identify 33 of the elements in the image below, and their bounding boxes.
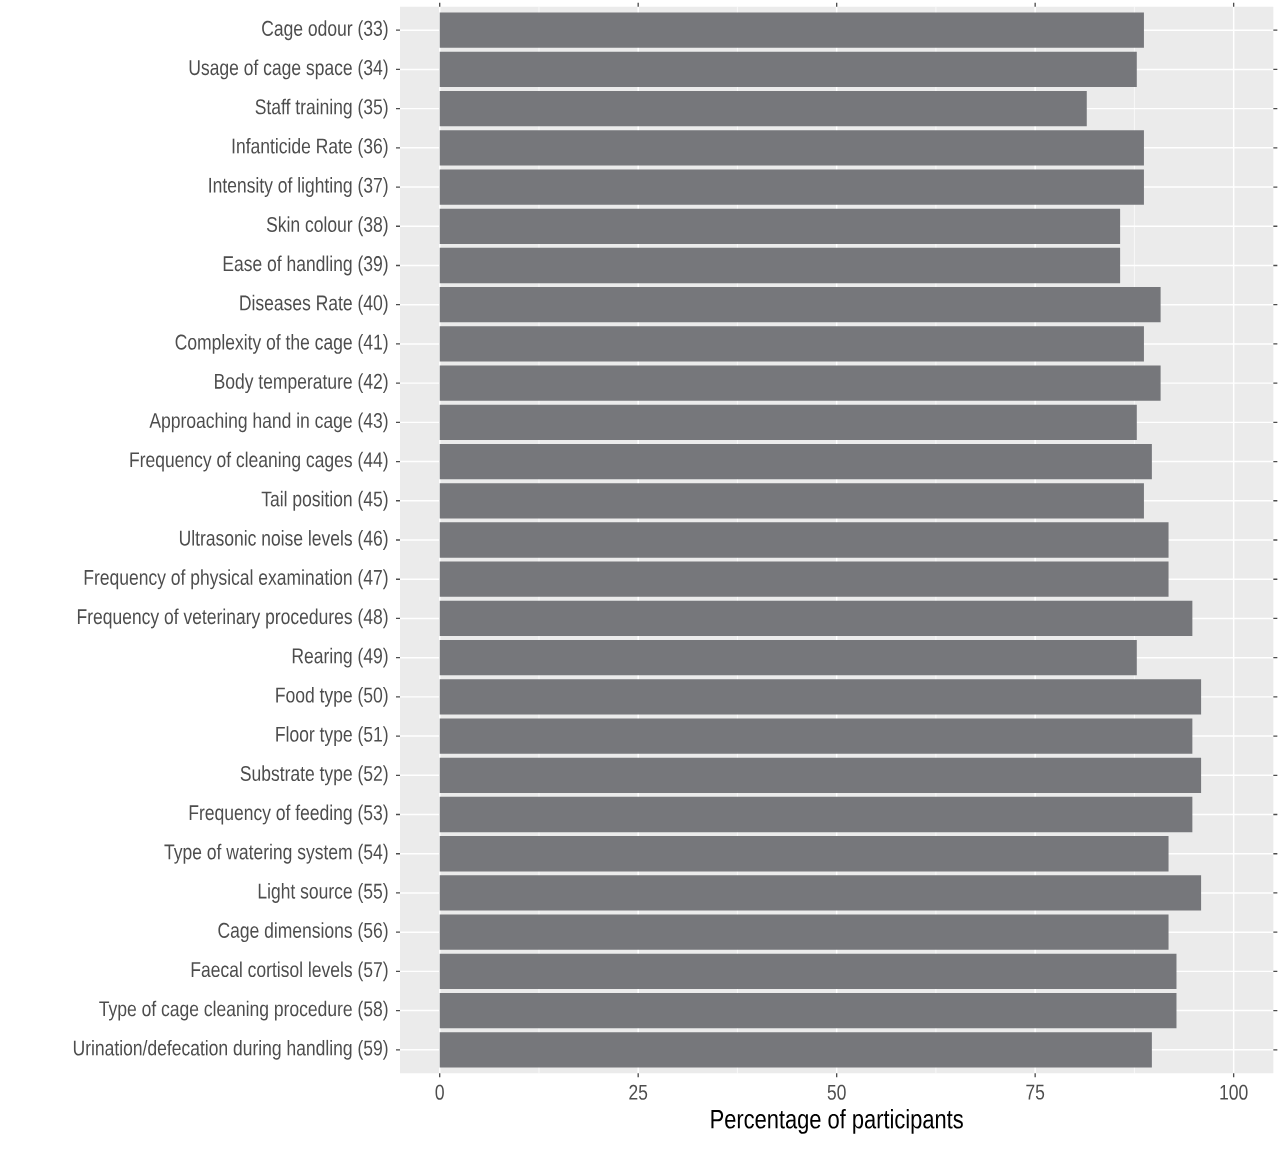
y-tick-label: Ultrasonic noise levels (46) bbox=[179, 530, 388, 550]
x-tick-label: 100 bbox=[1220, 1084, 1248, 1100]
y-tick-label: Frequency of physical examination (47) bbox=[84, 569, 388, 590]
y-tick-label: Frequency of feeding (53) bbox=[189, 804, 388, 825]
x-tick-label: 25 bbox=[629, 1084, 648, 1100]
y-tick-label: Substrate type (52) bbox=[240, 765, 388, 786]
y-tick-label: Intensity of lighting (37) bbox=[209, 177, 388, 198]
y-tick-label: Complexity of the cage (41) bbox=[175, 333, 388, 354]
y-tick-label: Type of cage cleaning procedure (58) bbox=[99, 1000, 388, 1021]
x-tick-label: 0 bbox=[435, 1084, 444, 1100]
y-tick-label: Floor type (51) bbox=[276, 726, 388, 747]
y-tick-label: Staff training (35) bbox=[255, 98, 388, 119]
y-tick-label: Light source (55) bbox=[258, 883, 388, 903]
y-tick-label: Food type (50) bbox=[276, 686, 388, 707]
y-tick-label: Usage of cage space (34) bbox=[189, 59, 388, 80]
y-tick-label: Frequency of veterinary procedures (48) bbox=[77, 608, 388, 629]
x-tick-label: 50 bbox=[827, 1084, 846, 1100]
x-tick-label: 75 bbox=[1026, 1084, 1045, 1100]
y-tick-label: Frequency of cleaning cages (44) bbox=[130, 451, 388, 472]
x-axis-title: Percentage of participants bbox=[711, 1108, 963, 1134]
y-tick-label: Infanticide Rate (36) bbox=[232, 137, 388, 158]
y-tick-label: Cage odour (33) bbox=[262, 20, 388, 41]
y-tick-label: Faecal cortisol levels (57) bbox=[191, 961, 388, 982]
y-tick-label: Approaching hand in cage (43) bbox=[149, 412, 388, 433]
y-tick-label: Rearing (49) bbox=[292, 647, 388, 668]
y-tick-label: Body temperature (42) bbox=[215, 373, 388, 394]
y-tick-label: Skin colour (38) bbox=[266, 216, 388, 237]
y-tick-label: Diseases Rate (40) bbox=[240, 294, 388, 315]
y-tick-label: Urination/defecation during handling (59) bbox=[73, 1039, 388, 1060]
y-tick-label: Type of watering system (54) bbox=[164, 843, 388, 864]
y-tick-label: Ease of handling (39) bbox=[223, 255, 388, 276]
y-tick-label: Cage dimensions (56) bbox=[218, 922, 388, 943]
y-tick-label: Tail position (45) bbox=[261, 490, 388, 511]
